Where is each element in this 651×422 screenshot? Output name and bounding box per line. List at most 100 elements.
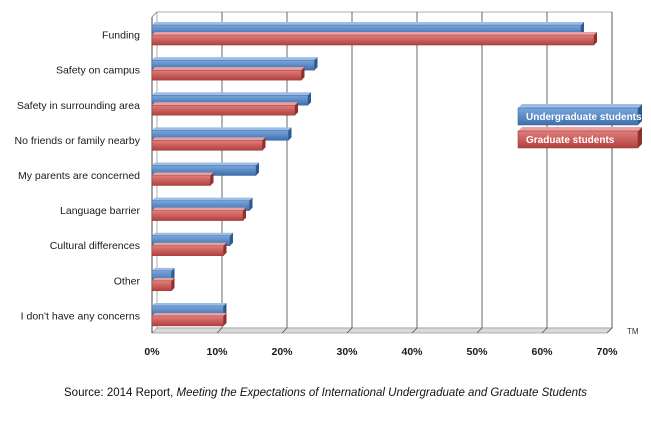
- category-label: Funding: [102, 30, 140, 42]
- bar-side-face: [594, 32, 597, 46]
- bar-top-face: [152, 277, 175, 281]
- gridline-floor-segment: [411, 327, 418, 334]
- legend-item-undergraduate: Undergraduate students: [517, 104, 642, 126]
- category-label: I don't have any concerns: [21, 310, 140, 322]
- bar-graduate: [151, 172, 214, 186]
- legend: Undergraduate students Graduate students: [517, 104, 642, 149]
- bar-side-face: [288, 127, 292, 141]
- bar-side-face: [581, 22, 584, 36]
- bar-side-face: [256, 162, 259, 176]
- bar-top-face: [152, 22, 584, 26]
- bar-top-face: [152, 172, 214, 176]
- bar-side-face: [249, 197, 253, 211]
- gridline-floor-segment: [606, 327, 613, 334]
- bar-top-face: [152, 232, 233, 236]
- bar-undergraduate: [151, 92, 311, 106]
- gridline-floor-segment: [346, 327, 353, 334]
- bar-top-face: [152, 67, 305, 71]
- bar-graduate: [151, 242, 227, 256]
- source-citation: Source: 2014 Report, Meeting the Expecta…: [0, 387, 651, 399]
- category-label: Other: [114, 275, 141, 287]
- bar-side-face: [171, 277, 175, 291]
- bar-graduate: [151, 32, 597, 46]
- x-axis-tick-labels: 0% 10% 20% 30% 40% 50% 60% 70%: [144, 346, 618, 358]
- bar-graduate: [151, 207, 246, 221]
- bar-side-face: [230, 232, 233, 246]
- bar-side-face: [314, 57, 318, 71]
- x-tick-label: 30%: [336, 346, 358, 358]
- bar-undergraduate: [151, 302, 227, 317]
- bar-side-face: [295, 102, 298, 116]
- bar-front-face: [151, 245, 224, 256]
- category-label: Language barrier: [60, 205, 140, 217]
- bar-top-face: [152, 92, 311, 96]
- bar-side-face: [171, 267, 175, 281]
- bar-side-face: [223, 302, 227, 316]
- legend-swatch-side: [638, 127, 642, 148]
- x-tick-label: 50%: [466, 346, 488, 358]
- bar-side-face: [308, 92, 311, 106]
- legend-swatch: [517, 130, 639, 149]
- category-label: Safety on campus: [56, 65, 140, 77]
- x-tick-label: 70%: [596, 346, 618, 358]
- bar-side-face: [223, 242, 227, 256]
- bar-top-face: [152, 32, 597, 36]
- bar-front-face: [151, 280, 172, 292]
- x-tick-label: 40%: [401, 346, 423, 358]
- bar-side-face: [301, 67, 305, 81]
- bars: [151, 22, 597, 327]
- bar-top-face: [152, 242, 227, 246]
- bar-top-face: [152, 57, 318, 61]
- bar-side-face: [262, 137, 266, 151]
- bar-graduate: [151, 137, 266, 151]
- y-axis-depth-edge: [151, 11, 158, 18]
- bar-top-face: [152, 267, 175, 271]
- legend-label: Undergraduate students: [526, 112, 642, 123]
- bar-graduate: [151, 67, 305, 81]
- legend-swatch-top: [518, 127, 642, 131]
- bar-front-face: [151, 69, 302, 81]
- bar-graduate: [151, 277, 175, 292]
- x-tick-label: 10%: [206, 346, 228, 358]
- gridline-floor-segment: [541, 327, 548, 334]
- x-tick-label: 60%: [531, 346, 553, 358]
- bar-undergraduate: [151, 22, 584, 36]
- bar-top-face: [152, 302, 227, 306]
- gridline-floor-segment: [281, 327, 288, 334]
- bar-side-face: [210, 172, 214, 186]
- bar-top-face: [152, 197, 253, 201]
- bar-top-face: [152, 162, 259, 166]
- bar-front-face: [151, 34, 595, 46]
- trademark-mark: TM: [627, 327, 639, 336]
- bar-undergraduate: [151, 127, 292, 141]
- category-label: No friends or family nearby: [15, 135, 141, 147]
- legend-label: Graduate students: [526, 135, 615, 146]
- category-labels: Funding Safety on campus Safety in surroun…: [15, 30, 141, 323]
- gridline-floor-segment: [476, 327, 483, 334]
- gridline-floor-segment: [216, 327, 223, 334]
- legend-swatch: [517, 107, 639, 126]
- source-report-title: Meeting the Expectations of Internationa…: [176, 387, 587, 399]
- bar-graduate: [151, 312, 227, 327]
- bar-top-face: [152, 312, 227, 316]
- bar-top-face: [152, 102, 298, 106]
- bar-top-face: [152, 127, 292, 131]
- category-label: My parents are concerned: [18, 170, 140, 182]
- bar-front-face: [151, 140, 263, 151]
- bar-front-face: [151, 105, 296, 116]
- bar-undergraduate: [151, 162, 259, 176]
- bar-top-face: [152, 207, 246, 211]
- bar-top-face: [152, 137, 266, 141]
- legend-item-graduate: Graduate students: [517, 127, 642, 149]
- x-tick-label: 20%: [271, 346, 293, 358]
- bar-side-face: [223, 312, 227, 326]
- bar-side-face: [243, 207, 246, 221]
- legend-swatch-side: [638, 104, 642, 125]
- bar-undergraduate: [151, 232, 233, 246]
- x-tick-label: 0%: [144, 346, 160, 358]
- bar-front-face: [151, 210, 244, 221]
- bar-front-face: [151, 175, 211, 186]
- category-label: Cultural differences: [50, 240, 140, 252]
- category-label: Safety in surrounding area: [17, 100, 140, 112]
